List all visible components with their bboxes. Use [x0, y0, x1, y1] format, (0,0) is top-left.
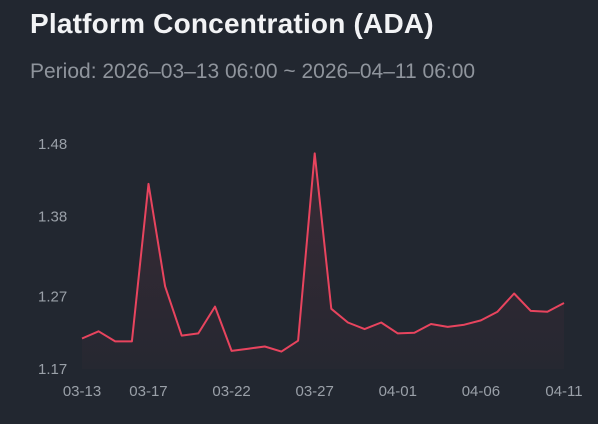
series-line: [81, 152, 565, 353]
x-axis-ticks: 03-13 03-17 03-22 03-27 04-01 04-06 04-11: [63, 383, 583, 400]
y-tick-label: 1.38: [38, 209, 67, 226]
x-tick-label: 03-13: [63, 383, 101, 400]
y-axis-ticks: 1.48 1.38 1.27 1.17: [38, 136, 67, 378]
x-tick-label: 04-11: [545, 383, 582, 400]
y-tick-label: 1.27: [38, 288, 67, 305]
x-tick-label: 03-22: [212, 383, 250, 400]
x-tick-label: 04-06: [462, 383, 500, 400]
x-tick-label: 03-17: [129, 383, 167, 400]
y-tick-label: 1.17: [38, 361, 67, 378]
chart-title: Platform Concentration (ADA): [30, 8, 434, 39]
series-area: [82, 153, 564, 369]
x-tick-label: 04-01: [379, 383, 417, 400]
x-tick-label: 03-27: [296, 383, 334, 400]
chart-subtitle: Period: 2026–03–13 06:00 ~ 2026–04–11 06…: [30, 60, 476, 83]
y-tick-label: 1.48: [38, 136, 67, 153]
